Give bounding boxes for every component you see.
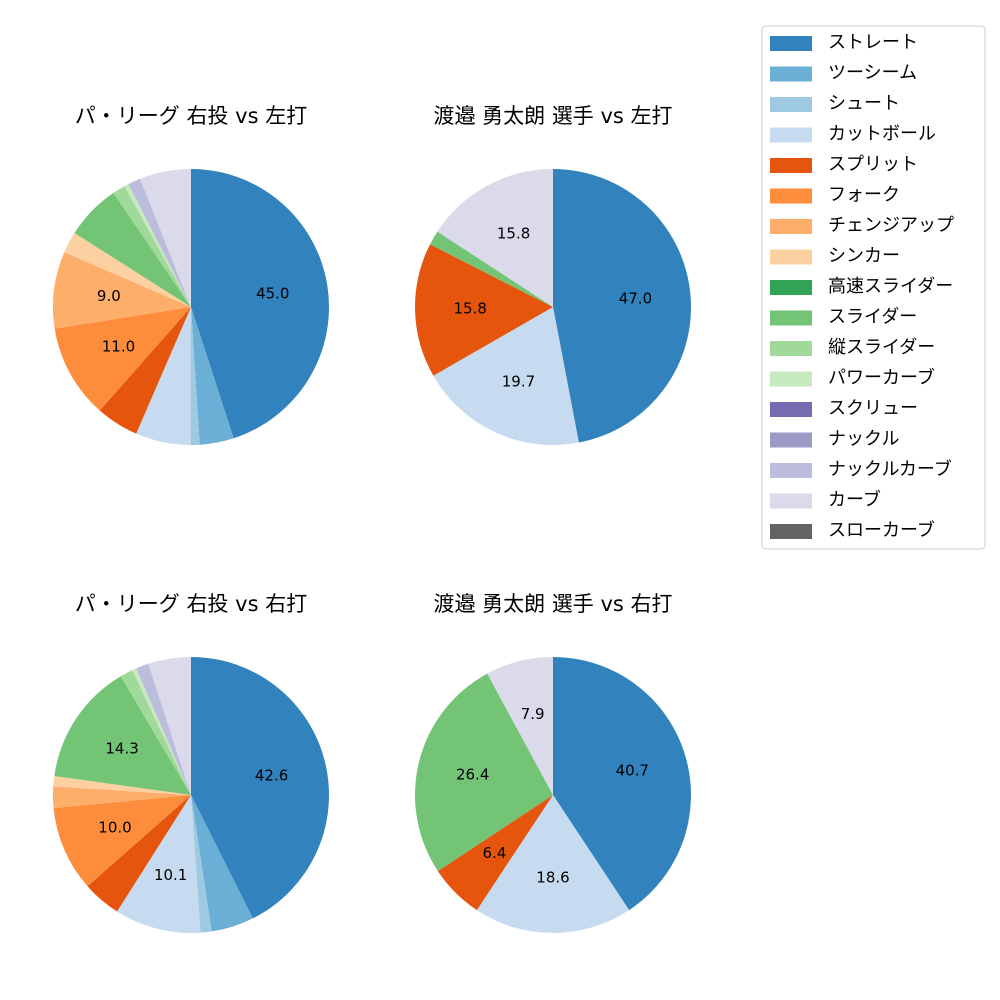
pie-slice: [120, 670, 191, 795]
data-label: 15.8: [497, 225, 530, 243]
legend-swatch: [770, 432, 812, 448]
data-label: 14.3: [105, 740, 138, 758]
legend-label: スクリュー: [828, 398, 918, 419]
legend-swatch: [770, 249, 812, 265]
pie-slice: [414, 673, 553, 872]
pie-slice: [191, 169, 329, 439]
legend-label: ツーシーム: [828, 63, 917, 84]
legend-swatch: [770, 524, 812, 539]
legend-swatch: [770, 280, 812, 295]
pie-slice: [124, 184, 191, 307]
pie-slice: [53, 795, 191, 887]
pie-slice: [113, 186, 191, 307]
legend-label: カーブ: [828, 489, 881, 511]
pie-slice: [433, 307, 579, 445]
legend-label: シュート: [828, 93, 900, 114]
legend-swatch: [770, 97, 812, 112]
pie-slice: [487, 657, 553, 795]
pie-slice: [414, 244, 553, 376]
legend-box: [761, 25, 986, 550]
legend-label: スプリット: [828, 154, 918, 175]
legend-label: シンカー: [828, 246, 900, 267]
pie-slice: [476, 795, 630, 933]
legend-swatch: [770, 341, 812, 356]
chart-title: パ・リーグ 右投 vs 右打: [75, 592, 307, 616]
legend-label: パワーカーブ: [828, 367, 935, 389]
pie-slice: [553, 657, 692, 911]
legend-label: スライダー: [828, 307, 917, 328]
legend-label: 縦スライダー: [828, 337, 935, 358]
data-label: 18.6: [536, 868, 569, 886]
data-label: 11.0: [102, 337, 135, 355]
chart-title: パ・リーグ 右投 vs 左打: [75, 104, 307, 128]
pie-slice: [99, 307, 191, 434]
legend-swatch: [770, 36, 812, 51]
pie-slice: [132, 668, 191, 795]
pie-slice: [53, 775, 192, 795]
pie-slice: [430, 231, 553, 307]
legend-label: フォーク: [828, 185, 900, 206]
data-label: 26.4: [456, 765, 489, 783]
legend-label: カットボール: [828, 124, 936, 145]
legend-label: ナックル: [828, 429, 899, 450]
legend-label: ナックルカーブ: [828, 458, 952, 480]
data-label: 15.8: [454, 300, 487, 318]
pie-slice: [191, 307, 234, 445]
data-label: 10.0: [98, 818, 131, 836]
legend-swatch: [770, 463, 812, 478]
legend-label: チェンジアップ: [828, 215, 954, 236]
pie-slice: [54, 307, 192, 411]
data-label: 6.4: [483, 844, 507, 862]
pie-slice: [74, 192, 191, 307]
pie-slice: [87, 795, 191, 912]
pie-slice: [191, 307, 200, 445]
pie-slice: [140, 169, 191, 307]
data-label: 9.0: [97, 287, 121, 305]
legend-label: ストレート: [828, 32, 918, 53]
legend-swatch: [770, 66, 812, 82]
data-label: 45.0: [256, 285, 289, 303]
data-label: 19.7: [502, 373, 535, 391]
legend-swatch: [770, 188, 812, 204]
pie-slice: [117, 795, 201, 933]
legend-swatch: [770, 402, 812, 417]
legend-swatch: [770, 127, 812, 143]
pie-slice: [148, 657, 191, 795]
pie-slice: [53, 252, 191, 329]
pie-slice: [52, 786, 191, 808]
pie-slice: [191, 795, 212, 933]
legend-label: スローカーブ: [828, 519, 935, 541]
data-label: 40.7: [616, 762, 649, 780]
legend-swatch: [770, 310, 812, 326]
data-label: 42.6: [255, 766, 288, 784]
legend-swatch: [770, 219, 812, 234]
pie-slice: [437, 795, 553, 911]
pie-slice: [191, 657, 329, 919]
pie-slice: [54, 676, 192, 795]
pie-slice: [136, 307, 191, 445]
pie-slice: [553, 169, 691, 443]
legend-swatch: [770, 158, 812, 173]
pie-slice: [128, 178, 191, 307]
chart-title: 渡邉 勇太朗 選手 vs 左打: [433, 104, 672, 128]
pie-slice: [136, 663, 191, 795]
legend-label: 高速スライダー: [828, 276, 953, 297]
data-label: 7.9: [521, 705, 545, 723]
pie-slice: [191, 795, 253, 932]
data-label: 47.0: [619, 290, 652, 308]
chart-title: 渡邉 勇太朗 選手 vs 右打: [433, 592, 672, 616]
pie-slice: [437, 169, 553, 307]
legend-swatch: [770, 371, 812, 387]
legend-swatch: [770, 493, 812, 509]
pie-slice: [64, 233, 191, 307]
data-label: 10.1: [154, 866, 187, 884]
